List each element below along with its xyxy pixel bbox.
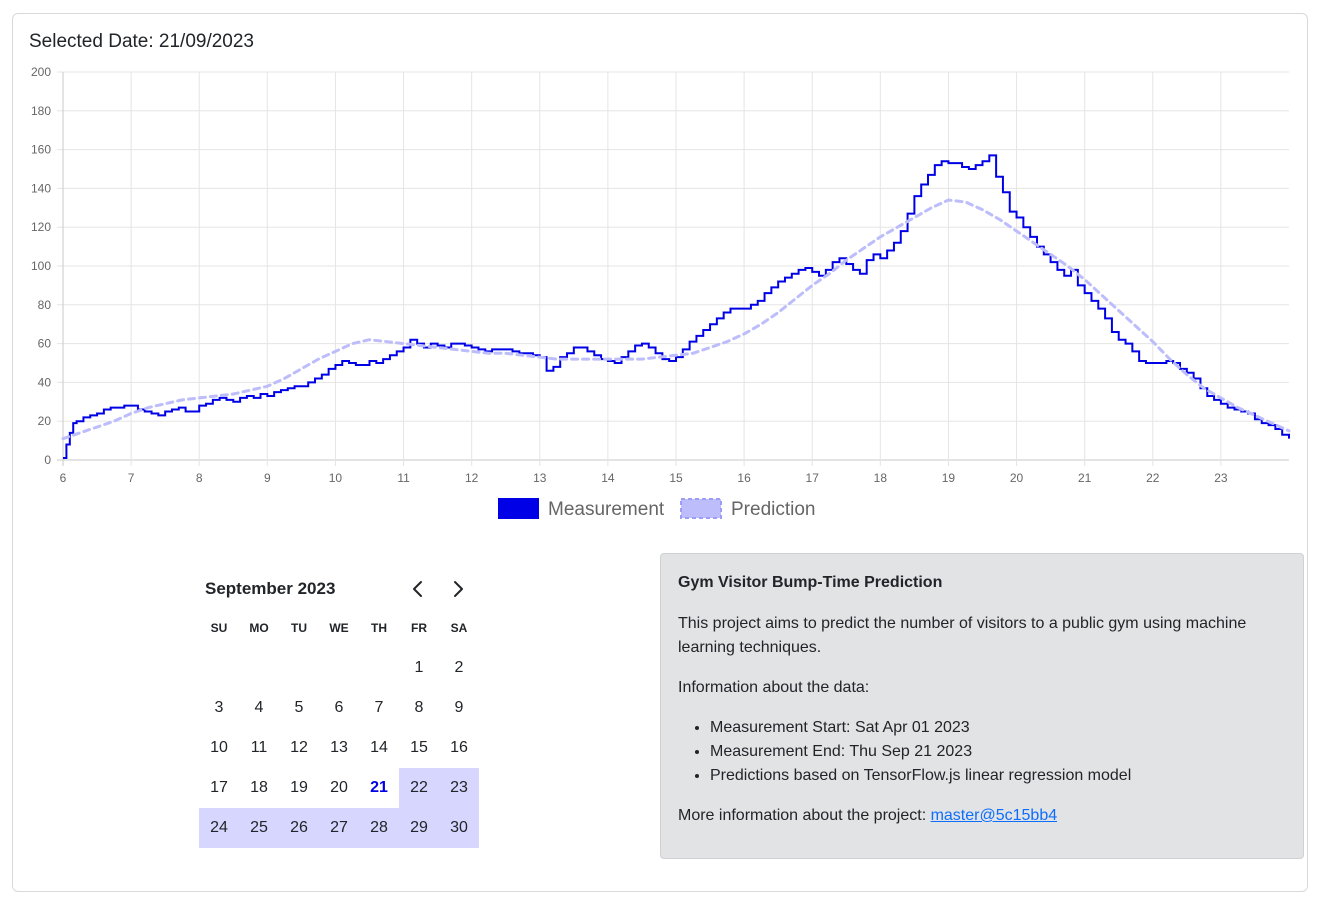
calendar-day[interactable]: 29	[399, 808, 439, 848]
calendar-blank	[239, 648, 279, 688]
x-tick-label: 14	[601, 471, 615, 485]
calendar-month-label: September 2023	[205, 579, 336, 598]
info-description: This project aims to predict the number …	[678, 615, 1247, 656]
y-tick-label: 200	[31, 65, 51, 79]
y-tick-label: 100	[31, 259, 51, 273]
calendar-day[interactable]: 30	[439, 808, 479, 848]
calendar-day[interactable]: 11	[250, 739, 268, 756]
calendar-day[interactable]: 19	[290, 779, 308, 796]
calendar-day[interactable]: 8	[414, 699, 424, 716]
x-tick-label: 12	[465, 471, 479, 485]
x-tick-label: 7	[128, 471, 135, 485]
calendar-next-button[interactable]	[446, 577, 470, 601]
calendar-day[interactable]: 17	[210, 779, 228, 796]
calendar-day-selected[interactable]: 21	[370, 779, 388, 796]
info-data-heading: Information about the data:	[678, 679, 870, 696]
calendar-day[interactable]: 15	[410, 739, 428, 756]
weekday-label: WE	[329, 621, 349, 635]
chevron-left-icon	[413, 581, 422, 597]
calendar-day[interactable]: 12	[290, 739, 308, 756]
measurement-line	[63, 154, 1290, 460]
x-tick-label: 6	[60, 471, 67, 485]
info-more: More information about the project: mast…	[678, 804, 1286, 828]
calendar-day[interactable]: 6	[334, 699, 344, 716]
y-tick-label: 160	[31, 143, 51, 157]
calendar-day[interactable]: 28	[359, 808, 399, 848]
info-panel: Gym Visitor Bump-Time Prediction This pr…	[660, 553, 1304, 859]
calendar-header: September 2023	[199, 570, 479, 608]
info-title: Gym Visitor Bump-Time Prediction	[678, 574, 943, 591]
calendar-blank	[359, 648, 399, 688]
project-link[interactable]: master@5c15bb4	[930, 807, 1058, 824]
x-tick-label: 13	[533, 471, 547, 485]
weekday-label: SU	[210, 621, 228, 635]
x-tick-label: 11	[397, 471, 410, 485]
calendar-day[interactable]: 2	[454, 659, 464, 676]
info-more-prefix: More information about the project:	[678, 807, 931, 824]
y-tick-label: 120	[31, 220, 51, 234]
calendar-day[interactable]: 7	[374, 699, 384, 716]
calendar-day[interactable]: 10	[210, 739, 228, 756]
calendar-weekdays: SU MO TU WE TH FR SA	[199, 608, 479, 648]
calendar-day[interactable]: 14	[370, 739, 388, 756]
calendar-day[interactable]: 5	[294, 699, 304, 716]
x-tick-label: 21	[1078, 471, 1092, 485]
legend-swatch-prediction	[680, 498, 722, 519]
y-tick-label: 60	[38, 337, 52, 351]
weekday-label: TU	[291, 621, 307, 635]
calendar-day[interactable]: 22	[399, 768, 439, 808]
weekday-label: MO	[249, 621, 269, 635]
calendar-blank	[279, 648, 319, 688]
calendar-day[interactable]: 9	[454, 699, 464, 716]
calendar-prev-button[interactable]	[406, 577, 430, 601]
legend-label-measurement: Measurement	[548, 499, 665, 520]
x-tick-label: 16	[737, 471, 751, 485]
calendar-day[interactable]: 24	[199, 808, 239, 848]
weekday-label: TH	[371, 621, 387, 635]
y-tick-label: 0	[44, 453, 51, 467]
x-tick-label: 8	[196, 471, 203, 485]
legend-label-prediction: Prediction	[731, 499, 816, 520]
info-item-start: Measurement Start: Sat Apr 01 2023	[710, 716, 1286, 740]
chevron-right-icon	[454, 581, 463, 597]
x-tick-label: 19	[942, 471, 956, 485]
calendar-day[interactable]: 26	[279, 808, 319, 848]
calendar-day[interactable]: 16	[450, 739, 468, 756]
calendar-day[interactable]: 4	[254, 699, 264, 716]
calendar-day[interactable]: 27	[319, 808, 359, 848]
x-tick-label: 18	[874, 471, 888, 485]
y-tick-label: 80	[38, 298, 52, 312]
selected-date-label: Selected Date: 21/09/2023	[29, 31, 255, 52]
weekday-label: FR	[411, 621, 427, 635]
calendar-blank	[319, 648, 359, 688]
calendar-day[interactable]: 23	[439, 768, 479, 808]
y-tick-label: 180	[31, 104, 51, 118]
x-tick-label: 17	[806, 471, 820, 485]
info-data-list: Measurement Start: Sat Apr 01 2023 Measu…	[710, 716, 1286, 788]
calendar-day[interactable]: 1	[414, 659, 424, 676]
info-item-end: Measurement End: Thu Sep 21 2023	[710, 740, 1286, 764]
calendar-day[interactable]: 13	[330, 739, 348, 756]
weekday-label: SA	[450, 621, 468, 635]
calendar-day[interactable]: 18	[250, 779, 268, 796]
legend-swatch-measurement	[498, 498, 539, 519]
prediction-line	[61, 198, 1291, 441]
y-tick-label: 20	[38, 414, 52, 428]
x-tick-label: 10	[329, 471, 343, 485]
calendar-day[interactable]: 3	[214, 699, 224, 716]
calendar-day[interactable]: 25	[239, 808, 279, 848]
calendar-day[interactable]: 20	[330, 779, 348, 796]
visitor-chart: 0 20 40 60 80 100 120 140 160 180 200 6 7 8 9 10 11 12 13 1…	[31, 65, 1291, 520]
y-tick-label: 140	[31, 181, 51, 195]
x-tick-label: 23	[1214, 471, 1228, 485]
info-item-model: Predictions based on TensorFlow.js linea…	[710, 764, 1286, 788]
calendar-blank	[199, 648, 239, 688]
y-tick-label: 40	[38, 375, 52, 389]
x-tick-label: 15	[669, 471, 683, 485]
calendar-days: 1 2 3 4 5 6 7 8 9 10 11 12 13 14 15 16 17 18 19 20 21 22 23 24 2…	[199, 648, 479, 848]
x-tick-label: 9	[264, 471, 271, 485]
x-tick-label: 22	[1146, 471, 1160, 485]
x-tick-label: 20	[1010, 471, 1024, 485]
